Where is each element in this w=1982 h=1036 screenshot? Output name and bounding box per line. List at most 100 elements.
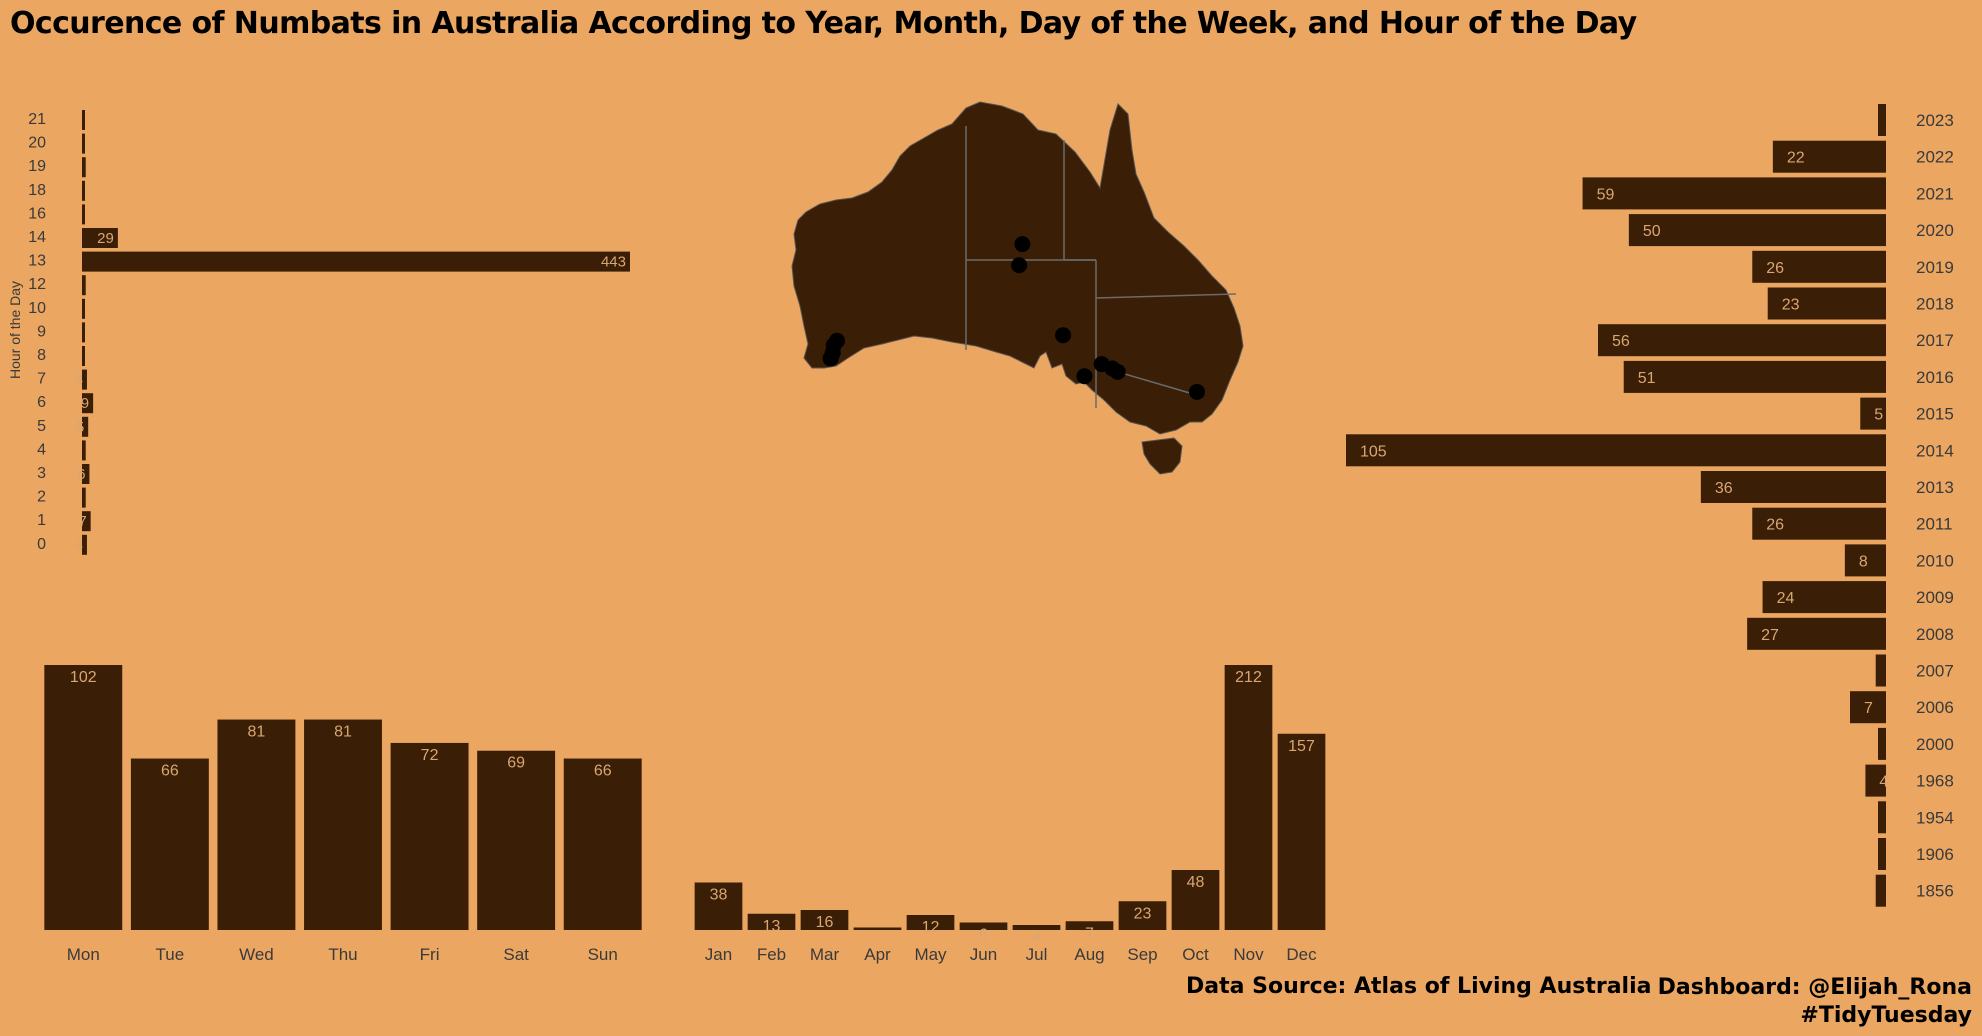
- year-bar-label: 26: [1766, 260, 1784, 277]
- day-of-week-tick-label: Sat: [503, 945, 529, 964]
- hour-bar: [82, 133, 85, 154]
- day-of-week-bar: [130, 758, 209, 930]
- year-tick-label: 2018: [1916, 295, 1954, 314]
- month-bar-label: 13: [763, 918, 781, 935]
- year-bar: [1598, 324, 1886, 357]
- year-bar-label: 23: [1782, 297, 1800, 314]
- month-tick-label: Jul: [1026, 945, 1048, 964]
- day-of-week-bar-label: 81: [334, 724, 352, 741]
- hour-tick-label: 7: [37, 371, 46, 388]
- day-of-week-bar: [563, 758, 642, 930]
- sighting-point: [1109, 363, 1126, 380]
- day-of-week-chart: 102 Mon 66 Tue 81 Wed 81 Thu 72 Fri 69 Sat 66 Sun: [0, 640, 660, 975]
- month-bar: [1277, 733, 1326, 930]
- month-tick-label: Sep: [1127, 945, 1157, 964]
- year-bar: [1762, 581, 1886, 614]
- day-of-week-tick-label: Tue: [156, 945, 185, 964]
- hour-tick-label: 6: [37, 394, 46, 411]
- year-bar: [1752, 250, 1886, 283]
- page-title: Occurence of Numbats in Australia Accord…: [10, 6, 1637, 41]
- sighting-point: [1055, 327, 1072, 344]
- month-bar-label: 48: [1187, 874, 1205, 891]
- hour-tick-label: 8: [37, 347, 46, 364]
- year-bar: [1878, 727, 1886, 760]
- day-of-week-tick-label: Wed: [239, 945, 274, 964]
- year-tick-label: 1954: [1916, 808, 1954, 827]
- month-bar: [1224, 665, 1273, 930]
- month-tick-label: Nov: [1233, 945, 1264, 964]
- hour-bar-label: 4: [75, 537, 83, 554]
- sighting-point: [1011, 257, 1028, 274]
- hour-tick-label: 10: [28, 300, 46, 317]
- year-tick-label: 2023: [1916, 111, 1954, 130]
- year-bar: [1850, 691, 1886, 724]
- year-bar-label: 8: [1859, 553, 1868, 570]
- sighting-point: [1189, 383, 1205, 400]
- month-tick-label: May: [914, 945, 947, 964]
- month-bar-label: 212: [1235, 669, 1262, 686]
- hour-bar: [82, 275, 86, 296]
- month-bar-label: 12: [922, 919, 940, 936]
- year-tick-label: 2013: [1916, 478, 1954, 497]
- hour-bar: [82, 298, 85, 319]
- day-of-week-bar: [390, 742, 469, 930]
- year-tick-label: 2010: [1916, 551, 1954, 570]
- hour-bar: [82, 464, 90, 484]
- year-bar: [1747, 617, 1886, 650]
- hour-of-day-svg: 0 4 1 7 2 3 6 4 5 5 6 9 7 4 8 9 10 12 13 443 14 29 16 18 19 20 21 H…: [7, 110, 630, 555]
- month-bar-label: 7: [1085, 925, 1094, 942]
- month-bar: [959, 922, 1008, 930]
- month-tick-label: Feb: [757, 945, 786, 964]
- year-tick-label: 2021: [1916, 184, 1954, 203]
- australia-map-svg: [791, 101, 1244, 475]
- sighting-points: [822, 236, 1205, 400]
- qld-nsw-border: [1095, 293, 1237, 299]
- month-bar: [1171, 870, 1220, 930]
- year-bar-label: 24: [1777, 590, 1795, 607]
- day-of-week-bar-label: 81: [248, 724, 266, 741]
- year-bar-label: 36: [1715, 480, 1733, 497]
- hour-bar: [82, 369, 87, 390]
- year-bar: [1844, 544, 1886, 577]
- month-bar: [1065, 921, 1114, 930]
- day-of-week-tick-label: Fri: [420, 945, 440, 964]
- month-tick-label: Aug: [1074, 945, 1104, 964]
- year-bar: [1865, 764, 1886, 797]
- hour-of-day-chart: 0 4 1 7 2 3 6 4 5 5 6 9 7 4 8 9 10 12 13 443 14 29 16 18 19 20 21 H…: [0, 100, 660, 625]
- year-bar: [1860, 397, 1886, 430]
- hour-tick-label: 2: [37, 489, 46, 506]
- hour-bar: [82, 157, 86, 178]
- hour-bar: [82, 346, 85, 366]
- hour-bar-label: 9: [81, 395, 89, 412]
- year-tick-label: 1906: [1916, 845, 1954, 864]
- hour-bar: [82, 487, 86, 508]
- hour-bar: [82, 228, 118, 248]
- year-tick-label: 2022: [1916, 148, 1954, 167]
- day-of-week-svg: 102 Mon 66 Tue 81 Wed 81 Thu 72 Fri 69 Sat 66 Sun: [44, 665, 642, 964]
- year-tick-label: 2015: [1916, 405, 1954, 424]
- year-bar-label: 22: [1787, 150, 1805, 167]
- year-svg: 2023 22 2022 59 2021 50 2020 26 2019 23 2018 56 2017…: [1346, 104, 1954, 907]
- month-bar-label: 38: [710, 887, 728, 904]
- month-bar-label: 6: [979, 927, 988, 944]
- month-bar-label: 4: [1032, 929, 1041, 946]
- hour-tick-label: 19: [28, 158, 46, 175]
- sighting-point: [1014, 236, 1031, 253]
- year-bar: [1772, 140, 1886, 173]
- year-tick-label: 2000: [1916, 735, 1954, 754]
- year-tick-label: 2007: [1916, 662, 1954, 681]
- year-bar: [1628, 214, 1886, 247]
- hour-tick-label: 12: [28, 276, 46, 293]
- year-bar-label: 5: [1874, 407, 1883, 424]
- year-bar: [1752, 507, 1886, 540]
- hour-tick-label: 5: [37, 418, 46, 435]
- hour-tick-label: 3: [37, 465, 46, 482]
- hour-bar: [82, 204, 85, 225]
- day-of-week-bar: [477, 750, 556, 930]
- hour-tick-label: 0: [37, 536, 46, 553]
- day-of-week-tick-label: Thu: [328, 945, 357, 964]
- hour-tick-label: 4: [37, 441, 46, 458]
- hour-bar-label: 6: [77, 466, 85, 483]
- state-borders: [965, 126, 1237, 408]
